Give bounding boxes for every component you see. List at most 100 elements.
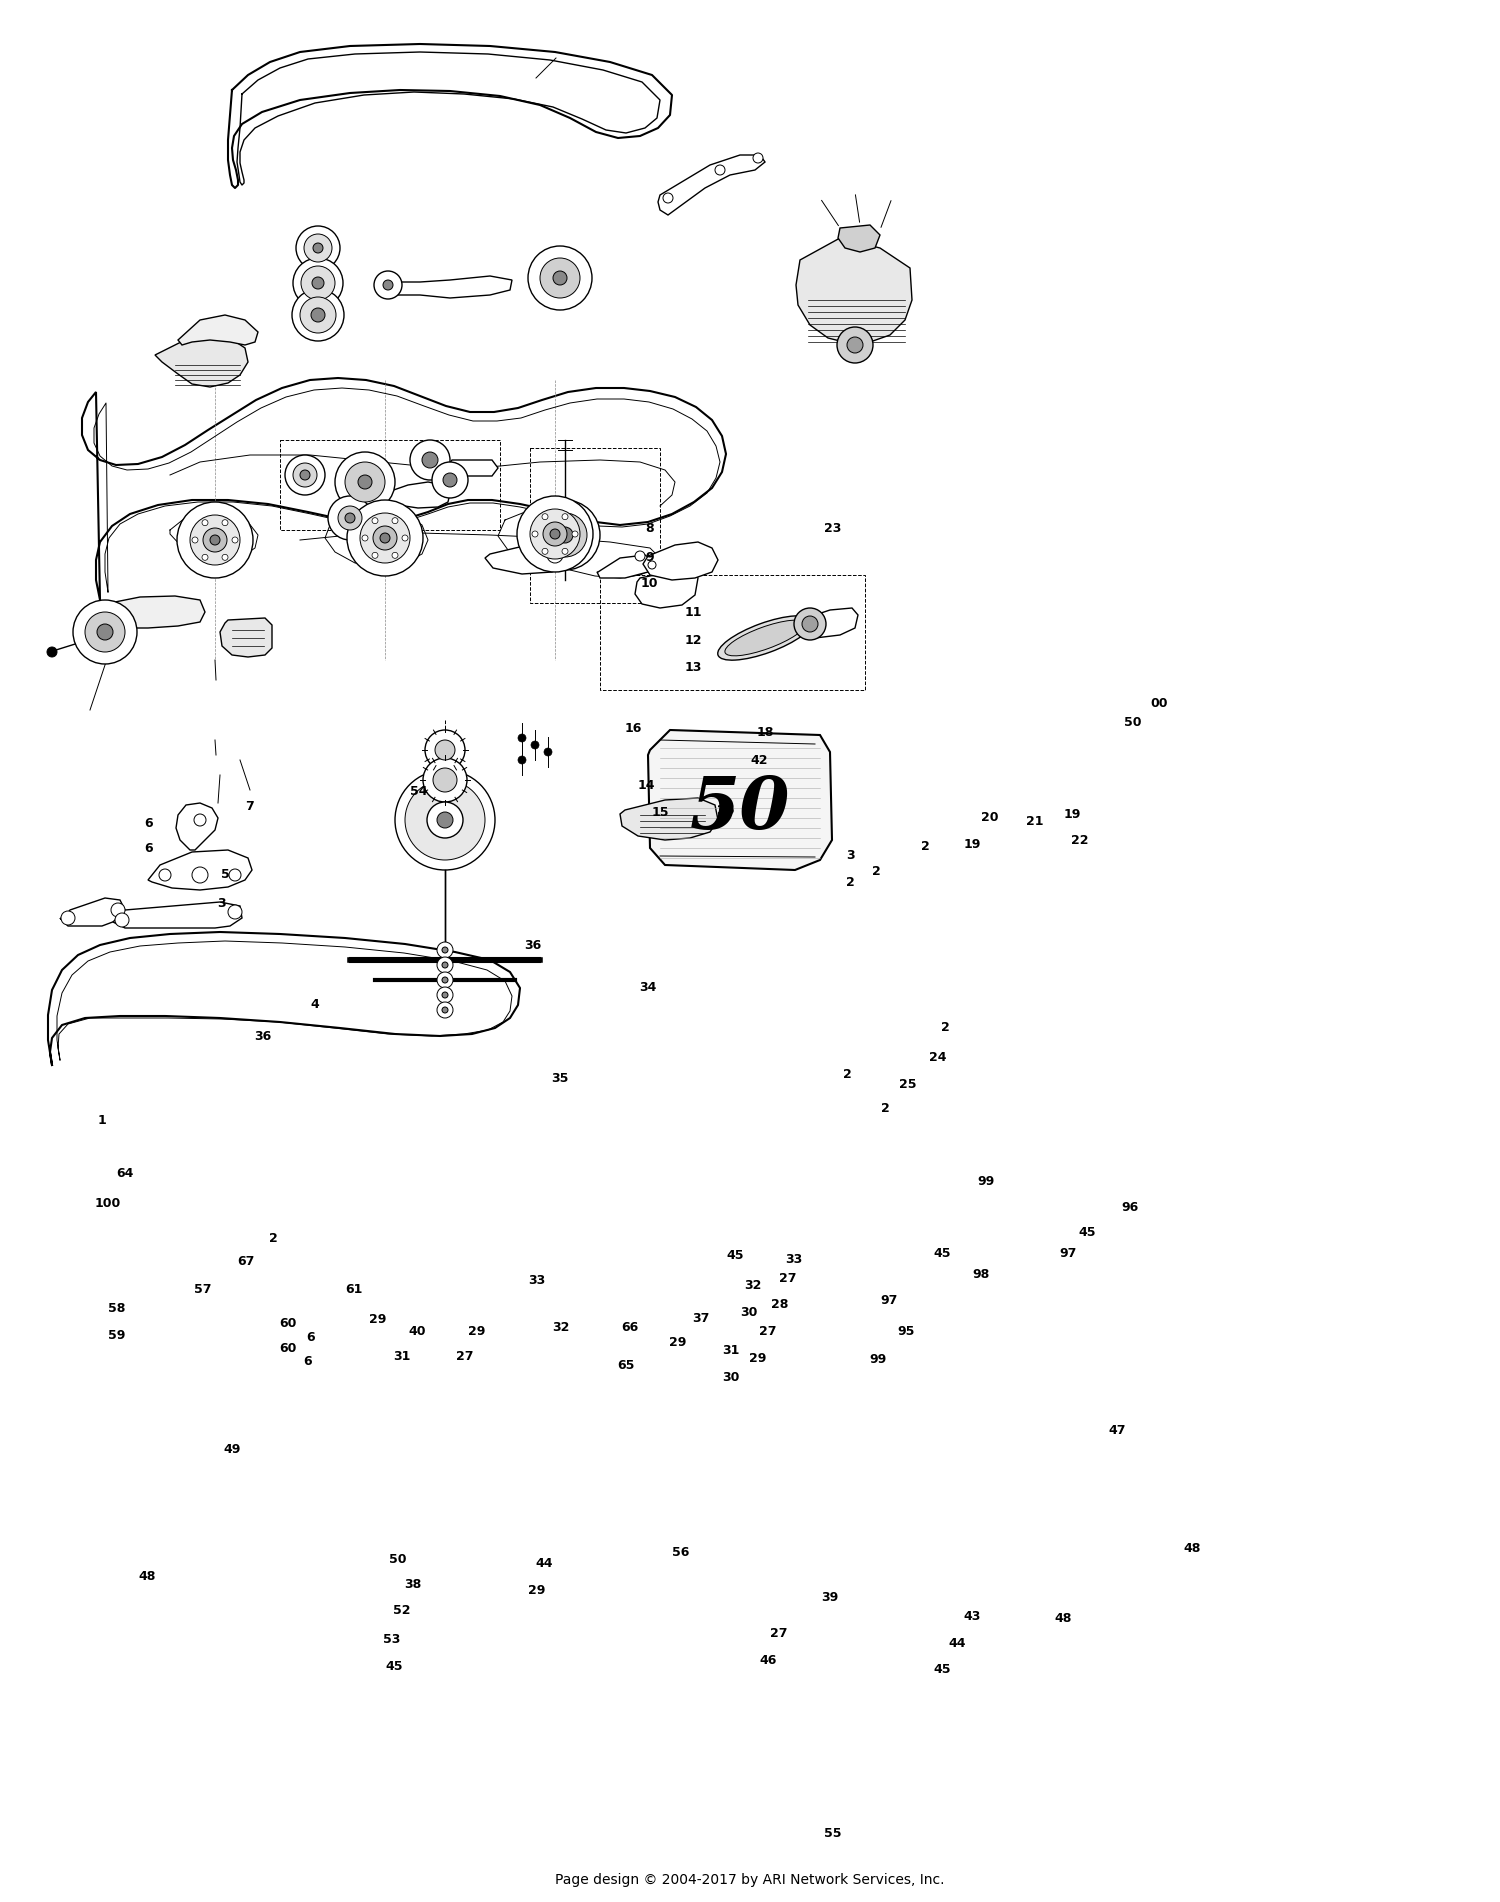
Text: 45: 45 bbox=[1078, 1227, 1096, 1238]
Text: 15: 15 bbox=[651, 806, 669, 818]
Bar bbox=[530, 449, 660, 603]
Polygon shape bbox=[60, 898, 124, 926]
Text: 60: 60 bbox=[279, 1343, 297, 1354]
Text: 40: 40 bbox=[408, 1326, 426, 1337]
Circle shape bbox=[402, 534, 408, 540]
Circle shape bbox=[346, 500, 423, 576]
Text: 27: 27 bbox=[759, 1326, 777, 1337]
Circle shape bbox=[292, 462, 316, 487]
Polygon shape bbox=[796, 238, 912, 342]
Circle shape bbox=[433, 768, 457, 791]
Circle shape bbox=[292, 259, 344, 308]
Text: 30: 30 bbox=[722, 1371, 740, 1383]
Text: 99: 99 bbox=[976, 1175, 994, 1187]
Circle shape bbox=[202, 529, 226, 552]
Circle shape bbox=[192, 867, 208, 883]
Text: 2: 2 bbox=[871, 865, 880, 877]
Text: 29: 29 bbox=[748, 1352, 766, 1364]
Polygon shape bbox=[484, 544, 570, 574]
Circle shape bbox=[202, 519, 208, 525]
Circle shape bbox=[345, 462, 386, 502]
Circle shape bbox=[837, 327, 873, 363]
Text: 48: 48 bbox=[1054, 1613, 1072, 1624]
Circle shape bbox=[442, 947, 448, 953]
Text: Page design © 2004-2017 by ARI Network Services, Inc.: Page design © 2004-2017 by ARI Network S… bbox=[555, 1873, 945, 1887]
Circle shape bbox=[232, 536, 238, 542]
Text: 95: 95 bbox=[897, 1326, 915, 1337]
Circle shape bbox=[202, 553, 208, 561]
Text: 29: 29 bbox=[528, 1584, 546, 1596]
Circle shape bbox=[427, 803, 464, 839]
Circle shape bbox=[528, 245, 592, 310]
Text: 45: 45 bbox=[386, 1660, 404, 1672]
Text: 60: 60 bbox=[279, 1318, 297, 1329]
Text: 67: 67 bbox=[237, 1255, 255, 1267]
Circle shape bbox=[230, 869, 242, 881]
Text: 61: 61 bbox=[345, 1284, 363, 1295]
Text: 14: 14 bbox=[638, 780, 656, 791]
Circle shape bbox=[562, 548, 568, 553]
Circle shape bbox=[285, 455, 326, 495]
Circle shape bbox=[531, 742, 538, 749]
Text: 29: 29 bbox=[468, 1326, 486, 1337]
Circle shape bbox=[532, 531, 538, 536]
Text: 39: 39 bbox=[821, 1592, 839, 1603]
Text: 47: 47 bbox=[1108, 1425, 1126, 1436]
Text: 27: 27 bbox=[456, 1350, 474, 1362]
Text: 28: 28 bbox=[771, 1299, 789, 1310]
Text: 37: 37 bbox=[692, 1312, 709, 1324]
Circle shape bbox=[394, 770, 495, 869]
Text: 27: 27 bbox=[778, 1272, 796, 1284]
Text: 6: 6 bbox=[144, 843, 153, 854]
Circle shape bbox=[314, 243, 322, 253]
Text: 56: 56 bbox=[672, 1546, 690, 1558]
Text: 00: 00 bbox=[1150, 698, 1168, 709]
Text: 20: 20 bbox=[981, 812, 999, 824]
Circle shape bbox=[542, 514, 548, 519]
Text: 18: 18 bbox=[756, 727, 774, 738]
Text: 2: 2 bbox=[880, 1103, 890, 1115]
Text: 42: 42 bbox=[750, 755, 768, 767]
Circle shape bbox=[177, 502, 254, 578]
Circle shape bbox=[716, 165, 724, 175]
Text: 100: 100 bbox=[94, 1198, 122, 1210]
Circle shape bbox=[436, 941, 453, 959]
Text: 34: 34 bbox=[639, 981, 657, 993]
Text: 29: 29 bbox=[669, 1337, 687, 1349]
Text: 50: 50 bbox=[690, 772, 790, 843]
Text: 33: 33 bbox=[784, 1253, 802, 1265]
Text: 3: 3 bbox=[217, 898, 226, 909]
Text: 55: 55 bbox=[824, 1828, 842, 1839]
Circle shape bbox=[190, 515, 240, 565]
Text: 36: 36 bbox=[254, 1031, 272, 1042]
Circle shape bbox=[192, 536, 198, 542]
Polygon shape bbox=[634, 571, 698, 609]
Text: 52: 52 bbox=[393, 1605, 411, 1617]
Circle shape bbox=[392, 552, 398, 559]
Circle shape bbox=[436, 1002, 453, 1018]
Circle shape bbox=[86, 612, 124, 652]
Text: 23: 23 bbox=[824, 523, 842, 534]
Text: 97: 97 bbox=[880, 1295, 898, 1307]
Polygon shape bbox=[102, 595, 206, 628]
Circle shape bbox=[432, 462, 468, 498]
Circle shape bbox=[543, 514, 586, 557]
Bar bbox=[280, 439, 500, 531]
Text: 31: 31 bbox=[722, 1345, 740, 1356]
Circle shape bbox=[380, 533, 390, 542]
Polygon shape bbox=[178, 316, 258, 344]
Polygon shape bbox=[148, 850, 252, 890]
Text: 54: 54 bbox=[410, 786, 428, 797]
Circle shape bbox=[300, 470, 310, 479]
Polygon shape bbox=[82, 378, 726, 599]
Circle shape bbox=[304, 234, 332, 262]
Text: 44: 44 bbox=[948, 1638, 966, 1649]
Circle shape bbox=[442, 993, 448, 999]
Polygon shape bbox=[620, 799, 718, 841]
Text: 3: 3 bbox=[846, 850, 855, 862]
Text: 5: 5 bbox=[220, 869, 230, 881]
Text: 13: 13 bbox=[684, 662, 702, 673]
Polygon shape bbox=[644, 542, 718, 580]
Circle shape bbox=[111, 903, 125, 917]
Text: 1: 1 bbox=[98, 1115, 106, 1126]
